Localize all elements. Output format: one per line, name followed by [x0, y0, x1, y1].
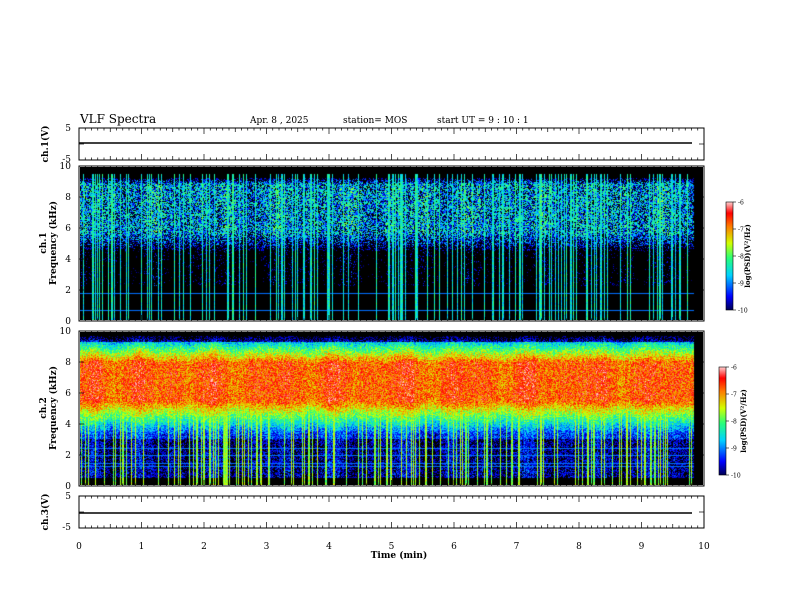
figure-date: Apr. 8 , 2025 — [249, 116, 309, 126]
x-tick-label: 6 — [451, 542, 457, 552]
panel-ch1-spectrogram: 0 2 4 6 8 10 ch.1 Frequency (kHz) -6 -7 -8 -9 -10… — [39, 162, 752, 327]
colorbar-tick-label: -7 — [738, 227, 744, 234]
x-tick-label: 10 — [698, 542, 710, 552]
y-tick-label: 6 — [65, 389, 71, 399]
ch3-ytick-top: 5 — [65, 492, 71, 502]
y-tick-label: 10 — [60, 327, 72, 337]
y-tick-label: 8 — [65, 358, 71, 368]
colorbar-tick-label: -8 — [731, 419, 737, 426]
y-tick-label: 0 — [65, 482, 71, 492]
colorbar-tick-label: -6 — [731, 365, 737, 372]
x-tick-label: 9 — [639, 542, 645, 552]
x-tick-label: 3 — [264, 542, 270, 552]
ch1-waveform-label: ch.1(V) — [40, 126, 51, 163]
ch1-ytick-top: 5 — [65, 124, 71, 134]
y-tick-label: 10 — [60, 162, 72, 172]
ch3-waveform-label: ch.3(V) — [40, 494, 51, 531]
ch2-spectrogram-yticks: 0 2 4 6 8 10 — [60, 327, 704, 492]
x-axis-tick-labels: 0 1 2 3 4 5 6 7 8 9 10 — [76, 542, 710, 552]
x-tick-label: 2 — [201, 542, 207, 552]
colorbar-tick-label: -9 — [731, 446, 737, 453]
colorbar-tick-label: -6 — [738, 200, 744, 207]
y-tick-label: 4 — [65, 255, 71, 265]
ch3-ytick-bottom: -5 — [62, 523, 71, 533]
ch1-spectrogram-ylabel: Frequency (kHz) — [48, 201, 59, 285]
ch2-colorbar-label: log(PSD)(V²/Hz) — [739, 389, 748, 453]
y-tick-label: 6 — [65, 224, 71, 234]
colorbar-tick-label: -8 — [738, 254, 744, 261]
y-tick-label: 4 — [65, 420, 71, 430]
colorbar-tick-label: -7 — [731, 392, 737, 399]
x-tick-label: 1 — [139, 542, 145, 552]
ch2-spectrogram-channel-label: ch.2 — [39, 397, 49, 418]
y-tick-label: 2 — [65, 451, 71, 461]
ch1-spectrogram-ticks — [78, 166, 705, 321]
panel-ch1-waveform: 5 -5 ch.1(V) — [40, 124, 705, 165]
x-tick-label: 4 — [326, 542, 332, 552]
y-tick-label: 8 — [65, 193, 71, 203]
ch3-waveform-ticks — [78, 495, 705, 529]
ch1-colorbar-label: log(PSD)(V²/Hz) — [743, 224, 752, 288]
x-tick-label: 8 — [576, 542, 582, 552]
ch1-spectrogram-image — [80, 167, 703, 320]
x-axis-label: Time (min) — [371, 550, 428, 561]
ch1-spectrogram-yticks: 0 2 4 6 8 10 — [60, 162, 704, 327]
ch1-spectrogram-channel-label: ch.1 — [39, 232, 49, 253]
ch2-spectrogram-image — [80, 332, 703, 485]
ch2-colorbar-ticks: -6 -7 -8 -9 -10 — [726, 365, 741, 480]
x-tick-label: 0 — [76, 542, 82, 552]
x-tick-label: 5 — [389, 542, 395, 552]
figure-title: VLF Spectra — [79, 112, 156, 126]
x-tick-label: 7 — [514, 542, 520, 552]
y-tick-label: 0 — [65, 317, 71, 327]
ch1-waveform-ticks — [78, 127, 705, 161]
colorbar-tick-label: -10 — [731, 473, 741, 480]
ch1-ytick-bottom: -5 — [62, 155, 71, 165]
y-tick-label: 2 — [65, 286, 71, 296]
panel-ch3-waveform: 5 -5 ch.3(V) — [40, 492, 705, 533]
ch1-colorbar — [726, 202, 733, 310]
ch2-spectrogram-ylabel: Frequency (kHz) — [48, 366, 59, 450]
panel-ch2-spectrogram: 0 2 4 6 8 10 ch.2 Frequency (kHz) -6 -7 -8 -9 -10… — [39, 327, 748, 492]
colorbar-tick-label: -9 — [738, 281, 744, 288]
figure-station: station= MOS — [343, 116, 407, 126]
ch1-colorbar-ticks: -6 -7 -8 -9 -10 — [733, 200, 748, 315]
colorbar-tick-label: -10 — [738, 308, 748, 315]
ch2-spectrogram-ticks — [78, 331, 705, 486]
ch2-colorbar — [719, 367, 726, 475]
figure-start-ut: start UT = 9 : 10 : 1 — [437, 116, 529, 126]
